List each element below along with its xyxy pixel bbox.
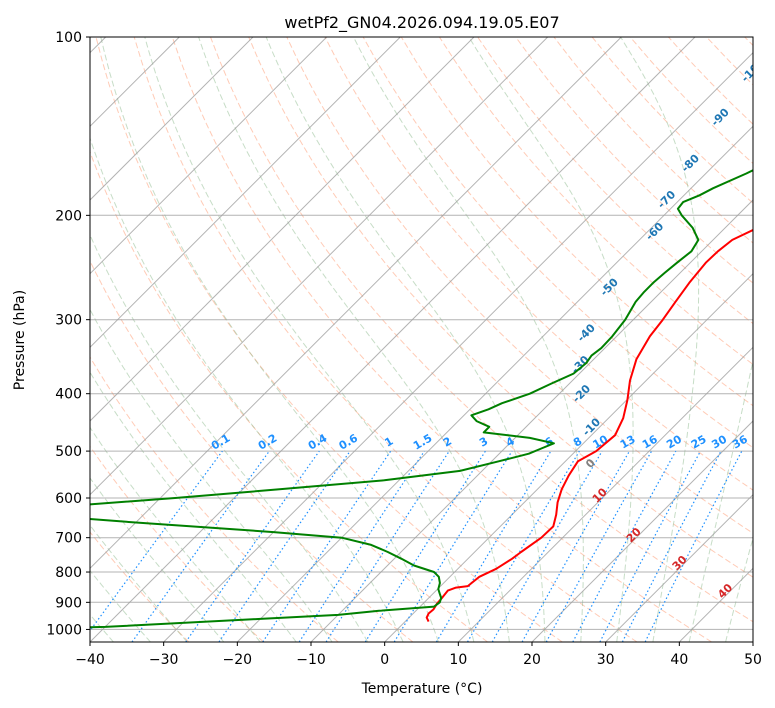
- moist-adiabat: [90, 524, 188, 642]
- moist-adiabat: [688, 358, 753, 642]
- x-tick-label: −40: [75, 652, 105, 668]
- x-tick-label: −20: [223, 652, 253, 668]
- dry-adiabat: [438, 37, 753, 366]
- isotherm: [163, 51, 753, 642]
- mixing-ratio-line: [218, 450, 351, 642]
- axis-ticks: −40 −30 −20 −10 0 10 20 30 40 50 100 200 300 400 500 60…: [46, 30, 762, 668]
- moist-adiabat: [353, 37, 584, 642]
- y-tick-label: 200: [55, 208, 82, 224]
- plot-area: 0.10.20.40.611.52346810131620253036-100-…: [90, 37, 753, 642]
- isotherm: [236, 125, 753, 642]
- isotherm: [531, 420, 753, 642]
- mixing-ratio-line: [131, 450, 270, 642]
- isotherm: [90, 37, 475, 422]
- temperature-line: [425, 228, 753, 623]
- x-tick-label: −30: [149, 652, 179, 668]
- isotherm: [90, 37, 696, 642]
- moist-adiabat: [90, 426, 261, 642]
- isotherm: [90, 37, 328, 275]
- dewpoint-line: [90, 169, 753, 629]
- mixing-ratio-line: [572, 450, 677, 642]
- y-tick-label: 400: [55, 387, 82, 403]
- isotherm: [605, 493, 753, 642]
- dry-adiabat: [90, 445, 264, 642]
- moist-adiabat: [265, 37, 546, 642]
- moist-adiabat: [144, 37, 475, 642]
- y-axis-label: Pressure (hPa): [12, 290, 28, 390]
- moist-adiabat: [100, 37, 439, 642]
- moist-adiabat: [198, 37, 510, 642]
- dry-adiabat: [90, 531, 190, 642]
- x-tick-label: 50: [744, 652, 762, 668]
- x-axis-label: Temperature (°C): [361, 681, 483, 697]
- y-tick-label: 600: [55, 491, 82, 507]
- dry-adiabat: [95, 37, 563, 642]
- x-tick-label: 10: [449, 652, 467, 668]
- dry-adiabat: [90, 356, 339, 642]
- plot-frame: [89, 36, 754, 643]
- moist-adiabat: [90, 233, 369, 642]
- mixing-ratio-line: [90, 450, 223, 632]
- x-tick-label: 20: [523, 652, 541, 668]
- mixing-ratio-line: [325, 450, 450, 642]
- dry-adiabat: [171, 37, 712, 642]
- moist-adiabat: [90, 371, 297, 642]
- dry-adiabat: [400, 37, 753, 407]
- isotherm: [90, 37, 549, 496]
- chart-title: wetPf2_GN04.2026.094.19.05.E07: [284, 13, 559, 33]
- x-tick-label: 0: [380, 652, 389, 668]
- moist-adiabat: [620, 37, 700, 642]
- moist-adiabat: [90, 477, 225, 642]
- y-tick-label: 800: [55, 565, 82, 581]
- y-tick-label: 900: [55, 595, 82, 611]
- dry-adiabat: [133, 37, 638, 642]
- dry-adiabat: [210, 37, 753, 623]
- mixing-ratio-line: [185, 450, 320, 642]
- y-tick-label: 100: [55, 30, 82, 46]
- y-tick-label: 700: [55, 531, 82, 547]
- mixing-ratio-line: [521, 450, 631, 642]
- isotherm: [90, 37, 622, 570]
- isotherm: [457, 346, 753, 642]
- isotherm: [90, 37, 401, 349]
- dry-adiabat: [248, 37, 753, 578]
- mixing-ratio-line: [644, 450, 743, 642]
- mixing-ratio-line: [393, 450, 513, 642]
- moist-adiabat: [90, 569, 151, 642]
- x-tick-label: 40: [670, 652, 688, 668]
- isotherm: [384, 272, 753, 642]
- y-tick-label: 300: [55, 313, 82, 329]
- y-tick-label: 500: [55, 444, 82, 460]
- dry-adiabat: [515, 37, 753, 284]
- x-tick-label: −10: [296, 652, 326, 668]
- x-tick-label: 30: [597, 652, 615, 668]
- isotherm: [310, 199, 753, 642]
- mixing-ratio-line: [545, 450, 653, 642]
- mixing-ratio-line: [298, 450, 425, 642]
- isotherm: [90, 37, 254, 201]
- y-tick-label: 1000: [46, 622, 82, 638]
